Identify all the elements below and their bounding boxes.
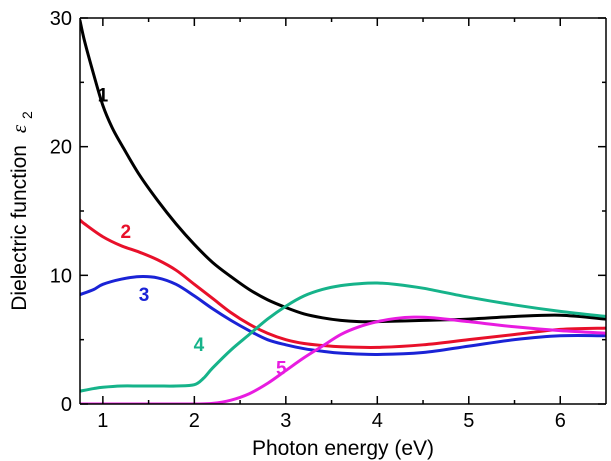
y-tick-label: 0 [61, 394, 72, 416]
y-axis-label: Dielectric function ε 2 [7, 111, 35, 311]
ticks: 1 2 3 4 5 6 0 10 20 30 [50, 8, 606, 432]
y-axis-label-subscript: 2 [19, 111, 35, 119]
series-label-2: 2 [120, 222, 131, 243]
series-label-3: 3 [139, 285, 150, 306]
y-axis-label-symbol: ε [7, 124, 31, 133]
series-label-1: 1 [98, 86, 109, 107]
series-line-4 [80, 281, 606, 393]
series-line-1 [80, 19, 606, 324]
x-tick-label: 1 [97, 410, 108, 432]
series-line-3 [80, 275, 606, 356]
y-axis-label-text: Dielectric function [8, 145, 31, 311]
x-tick-label: 2 [189, 410, 200, 432]
x-tick-label: 6 [555, 410, 566, 432]
x-tick-label: 5 [463, 410, 474, 432]
x-tick-label: 3 [280, 410, 291, 432]
y-tick-label: 20 [50, 137, 72, 159]
series-curves [80, 19, 606, 404]
series-label-4: 4 [194, 335, 205, 356]
series-line-5 [80, 315, 606, 404]
x-axis-label: Photon energy (eV) [252, 437, 434, 460]
y-tick-label: 30 [50, 8, 72, 30]
series-line-2 [80, 218, 606, 349]
x-tick-label: 4 [372, 410, 383, 432]
series-label-5: 5 [276, 358, 287, 379]
series-labels: 1 2 3 4 5 [98, 86, 287, 380]
y-tick-label: 10 [50, 265, 72, 287]
